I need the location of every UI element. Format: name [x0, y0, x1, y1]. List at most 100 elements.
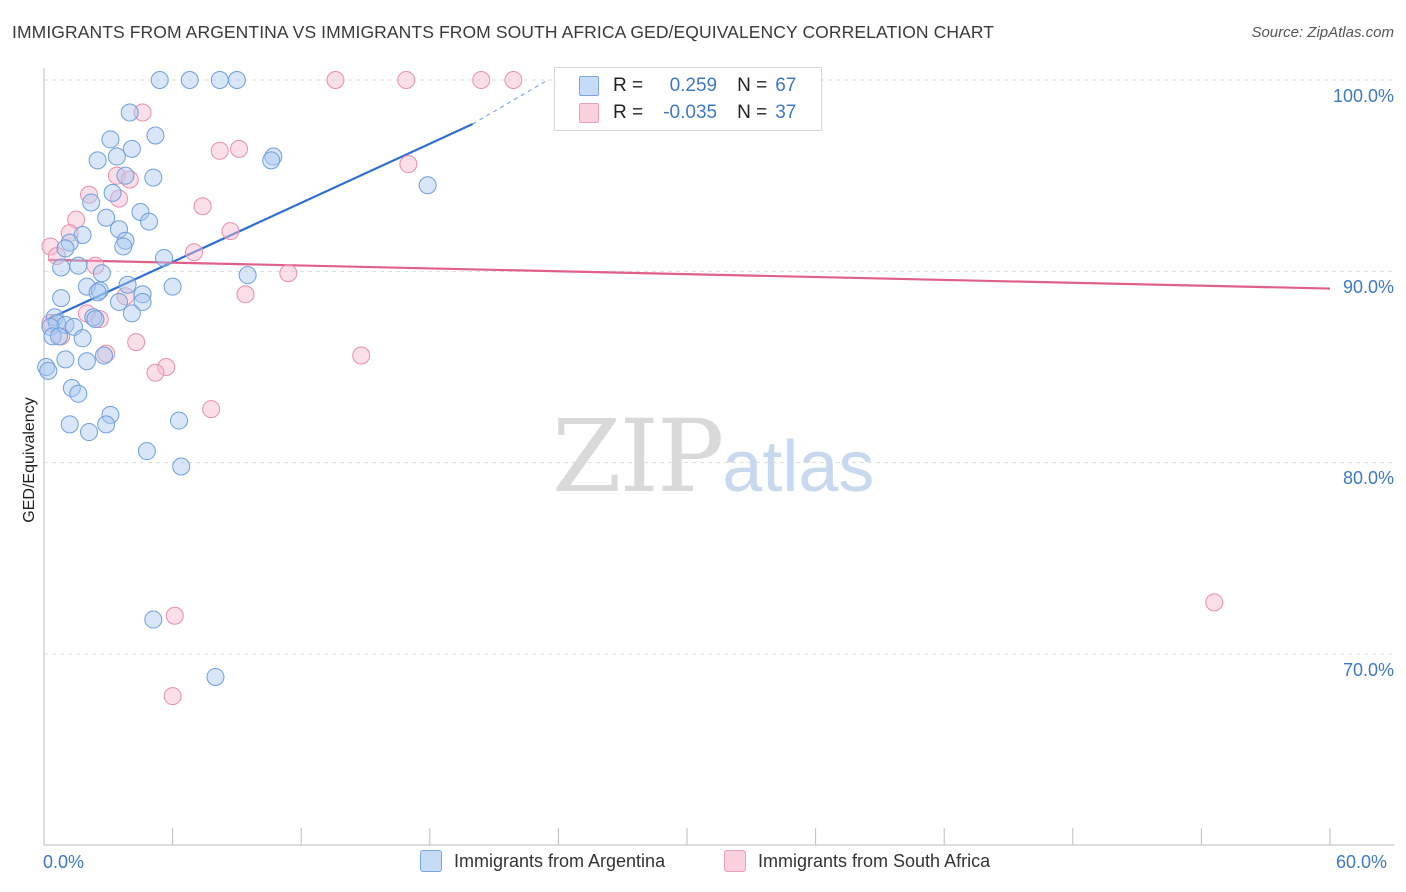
data-point [92, 264, 111, 283]
data-point [39, 361, 58, 380]
data-point [185, 243, 204, 262]
stats-legend: R = 0.259 N = 67 R = -0.035 N = 37 [554, 67, 822, 131]
y-axis-label: GED/Equivalency [21, 397, 38, 523]
data-point [118, 275, 137, 294]
data-point [133, 285, 152, 304]
n-label: N = [737, 75, 768, 96]
data-point [1205, 593, 1224, 612]
data-point [163, 687, 182, 706]
legend-swatch-south-africa [724, 850, 746, 872]
data-point [133, 292, 152, 311]
legend-row-argentina: R = 0.259 N = 67 [579, 73, 796, 99]
data-point [82, 193, 101, 212]
data-point [77, 352, 96, 371]
legend-swatch-south-africa [579, 103, 599, 123]
data-point [90, 310, 109, 329]
data-point [206, 667, 225, 686]
data-point [52, 289, 71, 308]
data-point [97, 415, 116, 434]
data-point [144, 168, 163, 187]
data-point [116, 166, 135, 185]
data-point [56, 350, 75, 369]
data-point [352, 346, 371, 365]
data-point [326, 71, 345, 89]
data-point [97, 208, 116, 227]
data-point [73, 329, 92, 348]
data-point [122, 304, 141, 323]
data-point [103, 183, 122, 202]
r-label: R = [613, 102, 644, 123]
data-point [210, 71, 229, 89]
data-point [122, 139, 141, 158]
data-point [262, 151, 281, 170]
x-tick-label: 60.0% [1336, 852, 1388, 872]
data-point [88, 151, 107, 170]
data-point [397, 71, 416, 89]
r-value: -0.035 [663, 102, 718, 123]
data-point [227, 71, 246, 89]
data-point [107, 147, 126, 166]
n-value: 67 [775, 75, 797, 96]
data-point [110, 220, 129, 239]
data-point [230, 139, 249, 158]
data-point [41, 237, 60, 256]
legend-swatch-argentina [420, 850, 442, 872]
data-point [127, 333, 146, 352]
legend-item-south-africa[interactable]: Immigrants from South Africa [724, 850, 990, 872]
data-point [170, 411, 189, 430]
data-point [101, 130, 120, 149]
data-point [155, 248, 174, 267]
data-point [86, 310, 105, 329]
watermark: ZIPatlas [552, 398, 875, 515]
data-point [157, 358, 176, 376]
data-point [193, 197, 212, 216]
data-point [165, 606, 184, 625]
data-point [52, 258, 71, 277]
data-point [399, 155, 418, 174]
data-point [50, 327, 69, 346]
data-point [120, 103, 139, 122]
axes [43, 68, 1394, 846]
data-point [69, 256, 88, 275]
grid-lines [44, 79, 1394, 655]
y-tick-label: 70.0% [1342, 660, 1394, 680]
data-point [221, 222, 240, 241]
data-point [236, 285, 255, 304]
n-value: 37 [775, 102, 797, 123]
data-point [418, 176, 437, 195]
data-point [146, 126, 165, 145]
data-point [238, 266, 257, 285]
data-point [146, 363, 165, 382]
legend-label-south-africa: Immigrants from South Africa [758, 850, 991, 871]
data-point [80, 423, 99, 442]
y-tick-label: 80.0% [1342, 468, 1394, 488]
data-point [101, 405, 120, 424]
data-point [95, 346, 114, 365]
legend-item-argentina[interactable]: Immigrants from Argentina [420, 850, 665, 872]
data-point [144, 610, 163, 629]
data-point [140, 212, 159, 231]
n-label: N = [737, 102, 768, 123]
data-point [56, 239, 75, 258]
source-label: Source: ZipAtlas.com [1251, 24, 1394, 41]
trend-line-extension [472, 79, 548, 125]
data-point [80, 185, 99, 204]
data-point [172, 457, 191, 476]
r-label: R = [613, 75, 644, 96]
data-point [137, 442, 156, 461]
data-point [110, 292, 129, 311]
data-point [180, 71, 199, 89]
data-point [202, 400, 221, 419]
data-point [114, 237, 133, 256]
data-point [133, 103, 152, 122]
data-point [150, 71, 169, 89]
legend-row-south-africa: R = -0.035 N = 37 [579, 100, 796, 126]
data-point [60, 415, 79, 434]
data-point [69, 384, 88, 403]
r-value: 0.259 [669, 75, 718, 96]
chart-title: IMMIGRANTS FROM ARGENTINA VS IMMIGRANTS … [12, 22, 995, 42]
legend-swatch-argentina [579, 76, 599, 96]
data-point [279, 264, 298, 283]
data-point [210, 141, 229, 160]
